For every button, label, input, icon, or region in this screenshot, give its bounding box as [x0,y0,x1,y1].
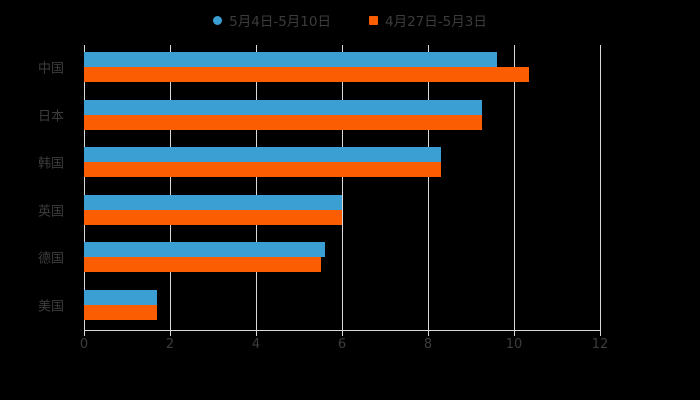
x-axis-tick [84,331,85,336]
gridline [514,45,515,330]
x-axis-tick [256,331,257,336]
gridline [256,45,257,330]
x-axis-line [84,330,601,331]
x-axis-tick-label: 8 [423,337,433,352]
bar[interactable] [84,147,441,162]
y-axis-category-label: 中国 [37,61,64,77]
legend-item-1[interactable]: 4月27日-5月3日 [369,10,487,30]
x-axis-tick-label: 0 [79,337,89,352]
y-axis-labels: 中国日本韩国英国德国美国 [0,45,74,330]
bar[interactable] [84,114,482,130]
x-axis-tick-label: 4 [251,337,261,352]
x-axis-tick [170,331,171,336]
x-axis-tick [600,331,601,336]
legend-label-0: 5月4日-5月10日 [229,14,331,30]
legend-label-1: 4月27日-5月3日 [385,14,487,30]
x-axis-tick [342,331,343,336]
x-axis-tick-label: 6 [337,337,347,352]
x-axis-tick-label: 10 [505,337,523,352]
x-axis-tick-label: 2 [165,337,175,352]
gridline [428,45,429,330]
y-axis-category-label: 美国 [37,299,64,314]
y-axis-category-label: 德国 [37,251,64,267]
bar[interactable] [84,194,342,210]
x-axis-tick [428,331,429,336]
square-marker-icon [369,15,378,25]
bar[interactable] [84,289,158,305]
bar[interactable] [84,52,497,67]
gridline [342,45,343,330]
bar[interactable] [84,304,158,320]
circle-marker-icon [213,15,223,25]
chart-legend: 5月4日-5月10日 4月27日-5月3日 [0,10,700,30]
x-axis-tick [514,331,515,336]
bar[interactable] [84,242,325,257]
gridline [600,45,601,330]
gridline [84,45,85,330]
bar[interactable] [84,162,441,177]
y-axis-category-label: 英国 [37,204,64,219]
bar[interactable] [84,67,530,82]
bar[interactable] [84,209,342,225]
plot-area [84,45,601,330]
y-axis-category-label: 日本 [37,109,64,124]
y-axis-category-label: 韩国 [37,156,64,172]
x-axis-tick-label: 12 [591,337,609,352]
bar[interactable] [84,99,482,115]
bar[interactable] [84,257,321,272]
legend-item-0[interactable]: 5月4日-5月10日 [213,10,331,30]
gridline [170,45,171,330]
